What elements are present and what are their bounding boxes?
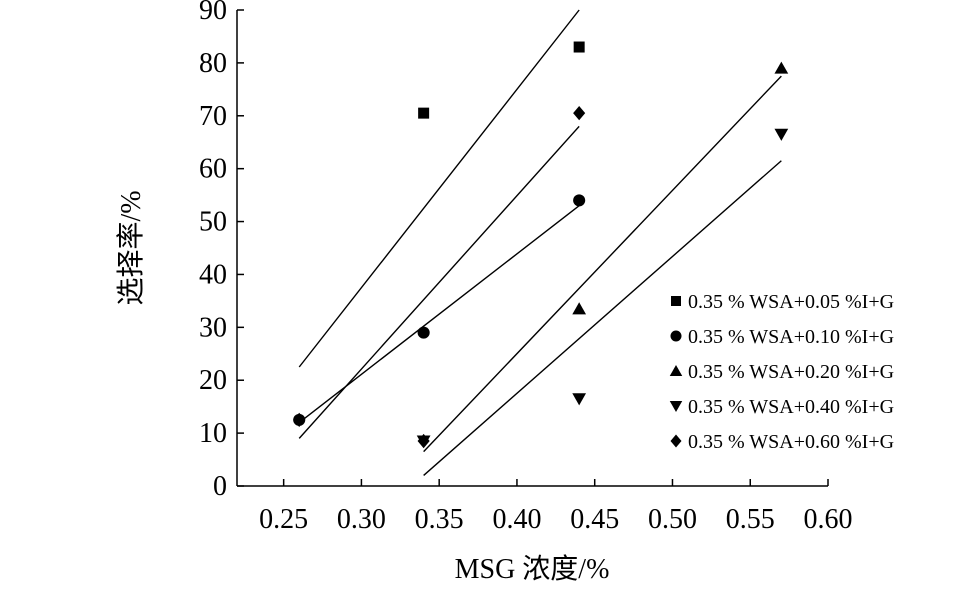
legend-label: 0.35 % WSA+0.40 %I+G (688, 396, 894, 418)
x-tick-label: 0.50 (648, 504, 697, 535)
y-tick-label: 40 (199, 259, 227, 290)
fit-line-diamond (298, 125, 580, 439)
legend-marker-triangle-up (669, 365, 683, 376)
data-point-circle (417, 326, 430, 339)
data-point-square (573, 41, 585, 53)
data-markers (293, 41, 789, 449)
y-tick-label: 30 (199, 312, 227, 343)
y-tick-label: 90 (199, 0, 227, 26)
fit-line-square (298, 9, 580, 368)
legend-marker-circle (670, 330, 682, 342)
y-tick-label: 50 (199, 207, 227, 238)
y-axis-title: 选择率/% (115, 190, 147, 305)
legend-label: 0.35 % WSA+0.60 %I+G (688, 431, 894, 453)
x-tick-label: 0.25 (259, 504, 308, 535)
legend-label: 0.35 % WSA+0.20 %I+G (688, 361, 894, 383)
y-tick-label: 20 (199, 365, 227, 396)
fit-line-triangle-down (423, 160, 782, 476)
data-point-triangle-down (774, 128, 789, 141)
legend-label: 0.35 % WSA+0.05 %I+G (688, 291, 894, 313)
y-tick-label: 0 (213, 471, 227, 502)
x-axis-title: MSG 浓度/% (455, 553, 610, 585)
data-point-circle (573, 194, 586, 207)
legend-marker-square (671, 296, 681, 306)
x-tick-label: 0.60 (804, 504, 853, 535)
x-tick-label: 0.55 (726, 504, 775, 535)
y-tick-label: 70 (199, 101, 227, 132)
data-point-triangle-up (572, 302, 587, 315)
x-tick-label: 0.40 (492, 504, 541, 535)
data-point-square (418, 107, 430, 119)
y-tick-label: 10 (199, 418, 227, 449)
fit-lines (298, 9, 782, 476)
fit-line-triangle-up (423, 75, 782, 453)
legend-label: 0.35 % WSA+0.10 %I+G (688, 326, 894, 348)
x-tick-label: 0.35 (415, 504, 464, 535)
y-tick-label: 80 (199, 48, 227, 79)
data-point-diamond (417, 433, 430, 449)
legend: 0.35 % WSA+0.05 %I+G 0.35 % WSA+0.10 %I+G… (669, 291, 894, 453)
data-point-diamond (293, 412, 306, 428)
y-tick-label: 60 (199, 154, 227, 185)
legend-marker-diamond (670, 434, 682, 448)
legend-marker-triangle-down (669, 401, 683, 412)
axes: 0 10 20 30 40 50 60 70 80 90 0.25 0.30 0.35 0.40 0.45 0… (199, 0, 853, 535)
data-point-diamond (573, 105, 586, 121)
data-point-triangle-up (774, 61, 789, 74)
x-tick-label: 0.45 (570, 504, 619, 535)
data-point-triangle-down (572, 393, 587, 406)
x-tick-label: 0.30 (337, 504, 386, 535)
